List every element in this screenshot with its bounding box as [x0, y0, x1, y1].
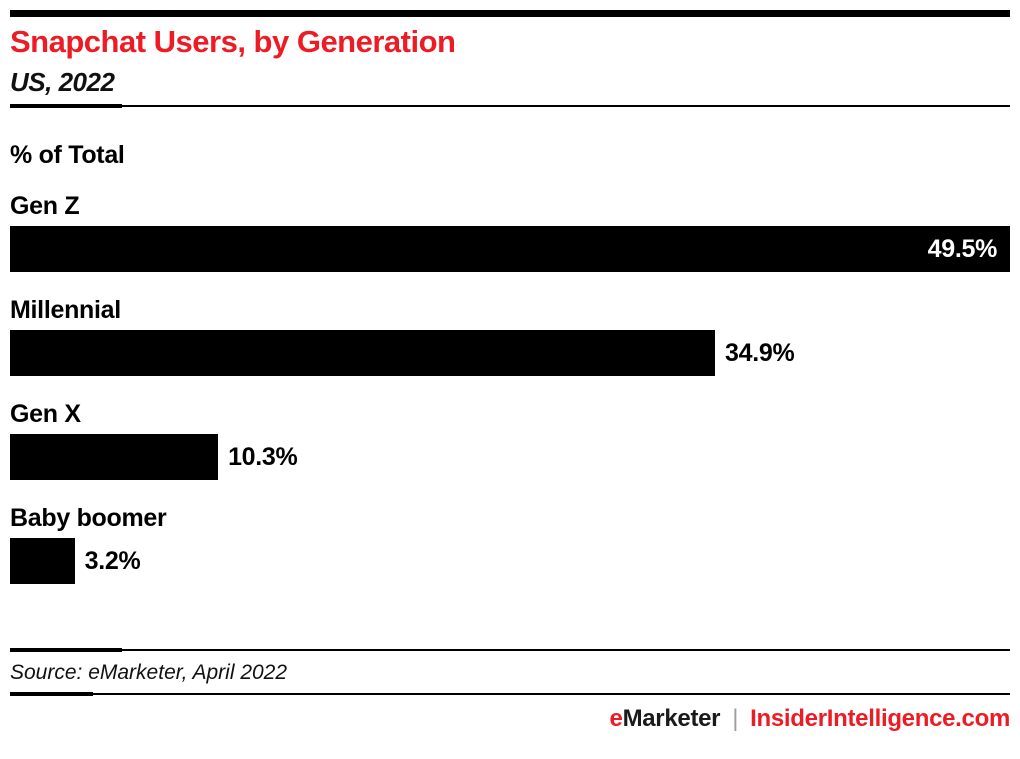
- bar-track: 3.2%: [10, 538, 1010, 584]
- branding: eMarketer | InsiderIntelligence.com: [10, 703, 1011, 734]
- bar: [10, 538, 75, 584]
- chart-row: Gen X 10.3%: [10, 400, 1010, 480]
- header-divider-thick: [10, 104, 122, 108]
- header-divider-thin: [10, 105, 1010, 107]
- chart-title: Snapchat Users, by Generation: [10, 24, 456, 59]
- source-divider-top-thick: [10, 648, 122, 652]
- bar-label: Millennial: [10, 296, 121, 324]
- source-divider-bottom-thin: [10, 693, 1010, 695]
- bar-label: Gen X: [10, 400, 81, 428]
- emarketer-logo-rest: Marketer: [622, 705, 721, 732]
- source-divider-top-thin: [10, 649, 1010, 651]
- bar: 49.5%: [10, 226, 1010, 272]
- emarketer-logo-accent: e: [609, 705, 623, 732]
- bar: [10, 434, 219, 480]
- chart-row: Baby boomer 3.2%: [10, 504, 1010, 584]
- source-divider-top: [10, 648, 1010, 652]
- bar-chart: Gen Z 49.5% Millennial 34.9% Gen X: [10, 192, 1010, 584]
- chart-subtitle: US, 2022: [10, 67, 115, 97]
- bar-label: Baby boomer: [10, 504, 167, 532]
- bar-value-outside: 34.9%: [725, 338, 795, 367]
- footer: Source: eMarketer, April 2022 eMarketer |…: [10, 642, 1010, 759]
- bar-value-inside: 49.5%: [927, 234, 998, 263]
- emarketer-logo: eMarketer: [610, 705, 721, 732]
- chart-row: Gen Z 49.5%: [10, 192, 1010, 272]
- chart-row: Millennial 34.9%: [10, 296, 1010, 376]
- source-text: Source: eMarketer, April 2022: [10, 661, 288, 684]
- header-divider: [10, 104, 1010, 108]
- top-accent-bar: [10, 10, 1010, 17]
- source-divider-bottom: [10, 692, 1010, 696]
- bar-value-outside: 10.3%: [228, 442, 298, 471]
- bar-track: 34.9%: [10, 330, 1010, 376]
- bar-value-outside: 3.2%: [84, 546, 141, 575]
- bar-label: Gen Z: [10, 192, 80, 220]
- insider-intelligence-logo: InsiderIntelligence.com: [750, 705, 1010, 732]
- unit-label: % of Total: [10, 141, 125, 169]
- source-divider-bottom-thick: [10, 692, 93, 696]
- bar-track: 49.5%: [10, 226, 1010, 272]
- bar-track: 10.3%: [10, 434, 1010, 480]
- brand-separator: |: [732, 705, 739, 732]
- bar: [10, 330, 716, 376]
